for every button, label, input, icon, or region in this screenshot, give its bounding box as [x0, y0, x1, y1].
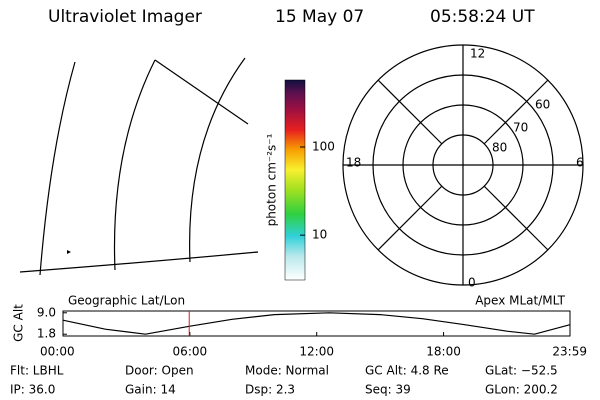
x-tick-label: 00:00	[40, 345, 75, 359]
status-field: Door: Open	[125, 364, 194, 378]
y-tick-label: 1.8	[37, 327, 56, 341]
status-field: Mode: Normal	[245, 364, 329, 378]
axis	[377, 79, 443, 145]
y-axis-label: GC Alt	[12, 304, 26, 342]
status-field: GC Alt: 4.8 Re	[365, 364, 449, 378]
altitude-line	[62, 312, 571, 335]
mlt-label: 12	[470, 47, 485, 61]
mlt-label: 6	[576, 156, 584, 170]
right-label: Apex MLat/MLT	[475, 294, 565, 308]
colorbar-tick-label: 10	[312, 228, 327, 242]
x-tick-label: 12:00	[299, 345, 334, 359]
left-label: Geographic Lat/Lon	[68, 294, 185, 308]
meridian	[39, 61, 76, 276]
marker	[67, 250, 71, 254]
status-field: GLon: 200.2	[485, 383, 558, 397]
status-field: Flt: LBHL	[10, 364, 64, 378]
x-tick-label: 18:00	[426, 345, 461, 359]
meridian	[113, 59, 156, 271]
ring-label: 80	[492, 141, 507, 155]
mlt-label: 0	[468, 276, 476, 290]
mlt-label: 18	[346, 156, 361, 170]
parallel	[19, 251, 259, 273]
colorbar-label: photon cm⁻²s⁻¹	[265, 133, 279, 226]
ring-label: 60	[535, 98, 550, 112]
ring-label: 70	[513, 121, 528, 135]
title: Ultraviolet Imager	[48, 7, 202, 27]
status-field: IP: 36.0	[10, 383, 55, 397]
x-tick-label: 06:00	[173, 345, 208, 359]
meridian	[189, 57, 246, 263]
boundary	[154, 59, 249, 125]
status-field: Dsp: 2.3	[245, 383, 295, 397]
map	[19, 57, 259, 276]
axis	[483, 185, 549, 251]
polar-plot: 80 70 60 12 6 0 18	[342, 44, 584, 290]
x-tick-label: 23:59	[552, 345, 587, 359]
status-field: GLat: −52.5	[485, 364, 558, 378]
colorbar	[284, 79, 306, 281]
status-field: Gain: 14	[125, 383, 176, 397]
status-field: Seq: 39	[365, 383, 411, 397]
axis	[377, 185, 443, 251]
date: 15 May 07	[275, 7, 364, 27]
y-tick-label: 9.0	[37, 305, 56, 319]
axis	[483, 79, 549, 145]
time: 05:58:24 UT	[430, 7, 535, 27]
colorbar-tick-label: 100	[312, 139, 335, 153]
